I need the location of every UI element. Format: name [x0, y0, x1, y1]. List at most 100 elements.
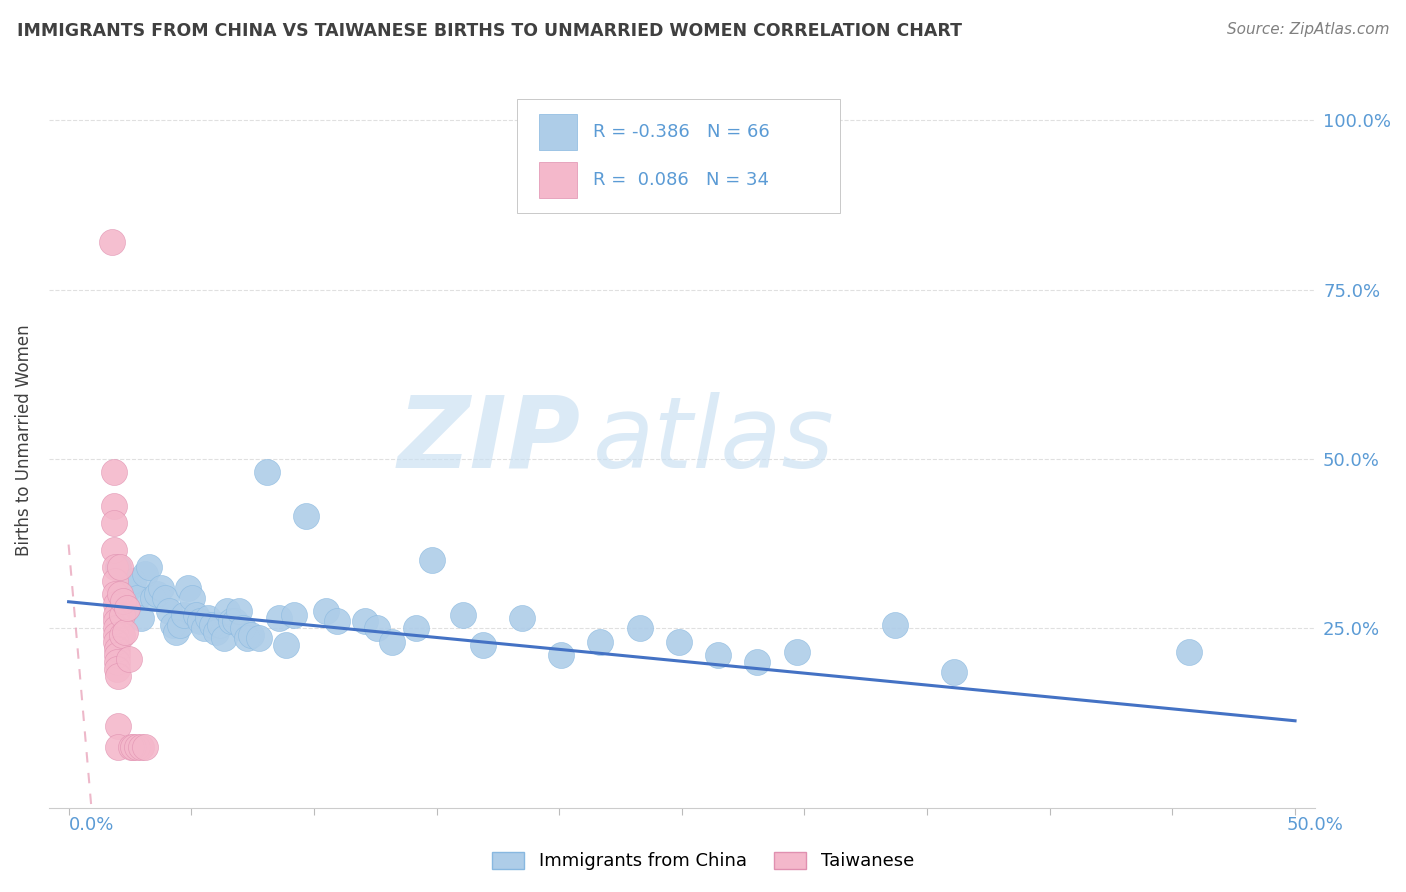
- Text: R =  0.086   N = 34: R = 0.086 N = 34: [593, 171, 769, 189]
- Text: IMMIGRANTS FROM CHINA VS TAIWANESE BIRTHS TO UNMARRIED WOMEN CORRELATION CHART: IMMIGRANTS FROM CHINA VS TAIWANESE BIRTH…: [17, 22, 962, 40]
- Point: [63, 560, 86, 574]
- Point: [548, 617, 571, 632]
- Point: [63, 587, 86, 601]
- Point: [84, 591, 107, 605]
- Point: [249, 621, 271, 635]
- Point: [77, 739, 100, 754]
- Point: [79, 567, 101, 582]
- Point: [107, 581, 129, 595]
- Point: [62, 739, 84, 754]
- Point: [60, 574, 83, 588]
- Point: [150, 632, 173, 646]
- Point: [217, 615, 239, 629]
- Point: [91, 591, 114, 605]
- Point: [101, 617, 124, 632]
- Point: [315, 611, 337, 625]
- Point: [60, 607, 83, 622]
- Y-axis label: Births to Unmarried Women: Births to Unmarried Women: [15, 325, 32, 556]
- Point: [60, 587, 83, 601]
- Point: [67, 624, 90, 639]
- Point: [62, 641, 84, 656]
- Point: [60, 598, 83, 612]
- Point: [134, 615, 156, 629]
- Point: [77, 611, 100, 625]
- Point: [111, 607, 134, 622]
- Point: [463, 655, 485, 669]
- Point: [128, 632, 150, 646]
- Point: [75, 739, 97, 754]
- Point: [97, 617, 120, 632]
- Point: [59, 235, 82, 250]
- Point: [830, 672, 852, 686]
- Point: [233, 634, 256, 648]
- Point: [121, 617, 143, 632]
- Point: [70, 651, 93, 665]
- Point: [131, 604, 153, 618]
- Point: [904, 716, 927, 731]
- Point: [136, 615, 159, 629]
- Text: ZIP: ZIP: [398, 392, 581, 489]
- Point: [60, 543, 83, 558]
- Point: [278, 607, 301, 622]
- Point: [364, 634, 387, 648]
- Text: R = -0.386   N = 66: R = -0.386 N = 66: [593, 123, 770, 141]
- Point: [87, 587, 110, 601]
- Point: [259, 553, 281, 567]
- Point: [965, 692, 987, 706]
- Point: [167, 638, 190, 652]
- Point: [413, 634, 436, 648]
- Point: [82, 560, 104, 574]
- Point: [585, 665, 607, 680]
- FancyBboxPatch shape: [538, 161, 576, 198]
- Point: [62, 655, 84, 669]
- Point: [104, 607, 127, 622]
- Point: [108, 591, 131, 605]
- Text: atlas: atlas: [593, 392, 835, 489]
- Point: [72, 739, 94, 754]
- Point: [1161, 641, 1184, 656]
- Point: [69, 600, 91, 615]
- Point: [79, 739, 101, 754]
- Point: [437, 648, 460, 663]
- Point: [388, 621, 411, 635]
- Point: [180, 509, 202, 524]
- Point: [339, 648, 361, 663]
- FancyBboxPatch shape: [538, 113, 576, 150]
- Point: [98, 624, 121, 639]
- Point: [62, 668, 84, 682]
- Point: [127, 617, 149, 632]
- Point: [62, 719, 84, 733]
- Point: [117, 621, 139, 635]
- Point: [70, 581, 93, 595]
- Point: [67, 598, 90, 612]
- Point: [200, 615, 222, 629]
- Point: [1076, 706, 1098, 720]
- Point: [193, 604, 215, 618]
- Point: [173, 607, 195, 622]
- Point: [60, 466, 83, 480]
- Point: [65, 591, 87, 605]
- Point: [733, 645, 755, 659]
- Point: [62, 621, 84, 635]
- Point: [62, 662, 84, 676]
- Point: [118, 611, 141, 625]
- Point: [62, 615, 84, 629]
- Point: [60, 560, 83, 574]
- Point: [62, 634, 84, 648]
- Point: [141, 621, 163, 635]
- Legend: Immigrants from China, Taiwanese: Immigrants from China, Taiwanese: [486, 847, 920, 876]
- Text: Source: ZipAtlas.com: Source: ZipAtlas.com: [1226, 22, 1389, 37]
- Point: [143, 632, 166, 646]
- Point: [60, 500, 83, 514]
- Point: [62, 648, 84, 663]
- Point: [70, 739, 93, 754]
- Point: [138, 604, 160, 618]
- Point: [62, 560, 84, 574]
- Point: [60, 516, 83, 531]
- Point: [66, 594, 89, 608]
- Point: [65, 607, 87, 622]
- Point: [124, 624, 146, 639]
- Text: 0.0%: 0.0%: [69, 816, 114, 834]
- Point: [65, 628, 87, 642]
- Point: [486, 645, 509, 659]
